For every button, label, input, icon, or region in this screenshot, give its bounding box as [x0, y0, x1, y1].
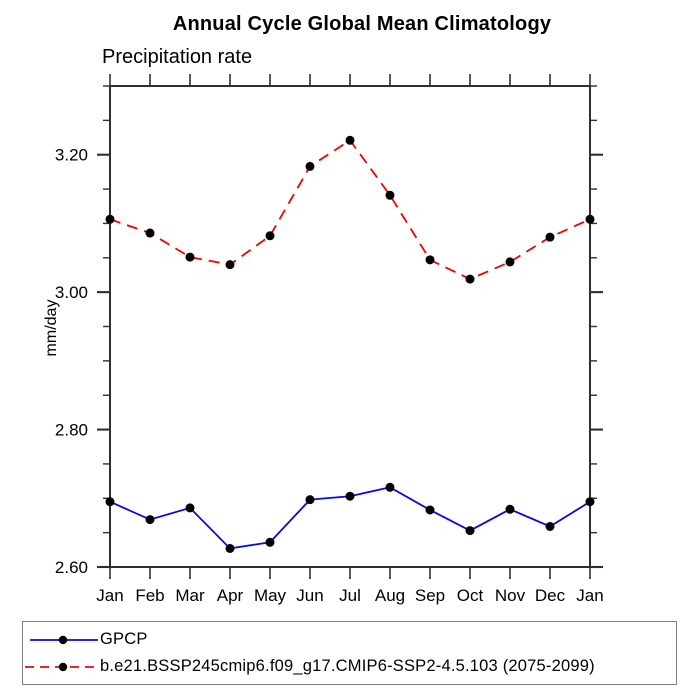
data-point-marker	[585, 497, 595, 507]
series-line-1	[109, 139, 591, 281]
legend-item-model: b.e21.BSSP245cmip6.f09_g17.CMIP6-SSP2-4.…	[24, 657, 676, 676]
legend-line-swatch-dashed	[25, 662, 98, 671]
x-tick-label: Mar	[175, 586, 205, 605]
y-tick-label: 3.00	[55, 283, 88, 302]
legend-box: GPCP b.e21.BSSP245cmip6.f09_g17.CMIP6-SS…	[22, 621, 677, 685]
data-point-marker	[185, 503, 195, 513]
x-tick-label: Feb	[135, 586, 164, 605]
data-point-marker	[585, 214, 595, 224]
x-tick-label: Jan	[96, 586, 123, 605]
data-point-marker	[265, 231, 275, 241]
y-tick-label: 2.80	[55, 421, 88, 440]
x-tick-label: Jul	[339, 586, 361, 605]
data-point-marker	[105, 214, 115, 224]
data-point-marker	[265, 537, 275, 547]
y-tick-label: 2.60	[55, 558, 88, 577]
data-point-marker	[105, 497, 115, 507]
data-point-marker	[425, 505, 435, 515]
x-tick-label: Apr	[217, 586, 244, 605]
data-point-marker	[145, 228, 155, 238]
legend-label: b.e21.BSSP245cmip6.f09_g17.CMIP6-SSP2-4.…	[100, 657, 595, 675]
data-point-marker	[465, 526, 475, 536]
x-tick-label: Oct	[457, 586, 484, 605]
legend-marker-icon	[58, 662, 68, 671]
x-tick-label: Dec	[535, 586, 566, 605]
data-point-marker	[545, 521, 555, 531]
x-tick-label: Aug	[375, 586, 405, 605]
data-point-marker	[345, 491, 355, 501]
x-tick-label: Jan	[576, 586, 603, 605]
data-point-marker	[385, 190, 395, 200]
data-point-marker	[545, 232, 555, 242]
x-tick-label: May	[254, 586, 287, 605]
data-point-marker	[145, 515, 155, 525]
plot-frame	[109, 85, 591, 568]
data-point-marker	[225, 260, 235, 270]
data-point-marker	[185, 252, 195, 262]
data-point-marker	[225, 543, 235, 553]
x-tick-label: Nov	[495, 586, 526, 605]
data-point-marker	[505, 504, 515, 514]
legend-line-swatch-solid	[30, 635, 98, 644]
data-point-marker	[425, 255, 435, 265]
data-point-marker	[305, 161, 315, 171]
legend-label: GPCP	[100, 630, 148, 648]
chart-title: Annual Cycle Global Mean Climatology	[172, 13, 552, 35]
x-tick-label: Sep	[415, 586, 445, 605]
x-tick-label: Jun	[296, 586, 323, 605]
chart-subtitle: Precipitation rate	[102, 46, 253, 68]
data-point-marker	[505, 257, 515, 267]
data-point-marker	[385, 482, 395, 492]
legend-item-gpcp: GPCP	[24, 630, 676, 649]
y-tick-label: 3.20	[55, 146, 88, 165]
data-point-marker	[465, 274, 475, 284]
data-point-marker	[345, 135, 355, 145]
data-point-marker	[305, 495, 315, 505]
legend-marker-icon	[58, 635, 68, 644]
